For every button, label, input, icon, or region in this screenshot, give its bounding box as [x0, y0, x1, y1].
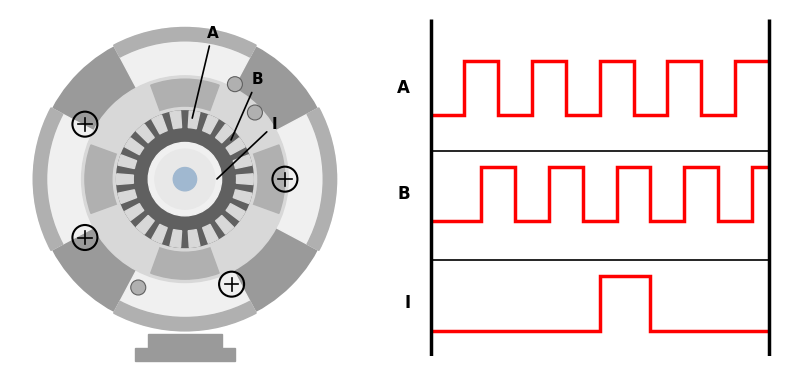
Wedge shape: [113, 301, 256, 331]
Wedge shape: [33, 108, 63, 250]
Circle shape: [131, 280, 145, 295]
Text: A: A: [397, 79, 410, 97]
Wedge shape: [136, 124, 154, 143]
Wedge shape: [118, 155, 137, 168]
Wedge shape: [118, 190, 137, 204]
Wedge shape: [202, 115, 218, 134]
Text: I: I: [217, 117, 277, 179]
Polygon shape: [135, 334, 234, 361]
Wedge shape: [188, 230, 200, 248]
Wedge shape: [150, 179, 219, 279]
Wedge shape: [152, 115, 167, 134]
Circle shape: [113, 108, 256, 251]
Wedge shape: [150, 79, 219, 179]
Circle shape: [148, 142, 222, 216]
Wedge shape: [136, 216, 154, 234]
Wedge shape: [188, 111, 200, 129]
Wedge shape: [226, 204, 245, 220]
Wedge shape: [226, 138, 245, 155]
Wedge shape: [215, 216, 234, 234]
Wedge shape: [236, 174, 253, 184]
Wedge shape: [124, 138, 144, 155]
Circle shape: [247, 105, 262, 120]
Wedge shape: [124, 204, 144, 220]
Circle shape: [81, 76, 288, 282]
Text: I: I: [404, 294, 410, 312]
Circle shape: [116, 111, 253, 248]
Text: B: B: [230, 72, 263, 140]
Wedge shape: [202, 224, 218, 243]
Wedge shape: [33, 108, 103, 250]
Wedge shape: [307, 108, 336, 250]
Wedge shape: [185, 145, 284, 213]
Wedge shape: [215, 124, 234, 143]
Text: A: A: [192, 26, 218, 118]
Wedge shape: [113, 27, 256, 97]
Circle shape: [35, 29, 335, 329]
Wedge shape: [169, 230, 181, 248]
Wedge shape: [267, 108, 336, 250]
Wedge shape: [116, 174, 133, 184]
Circle shape: [227, 76, 243, 92]
Circle shape: [173, 168, 197, 191]
Wedge shape: [113, 262, 256, 331]
Wedge shape: [113, 27, 256, 57]
Circle shape: [155, 149, 214, 209]
Wedge shape: [169, 111, 181, 129]
Text: B: B: [397, 185, 410, 203]
Wedge shape: [85, 145, 185, 213]
Wedge shape: [233, 155, 251, 168]
Wedge shape: [152, 224, 167, 243]
Wedge shape: [233, 190, 251, 204]
